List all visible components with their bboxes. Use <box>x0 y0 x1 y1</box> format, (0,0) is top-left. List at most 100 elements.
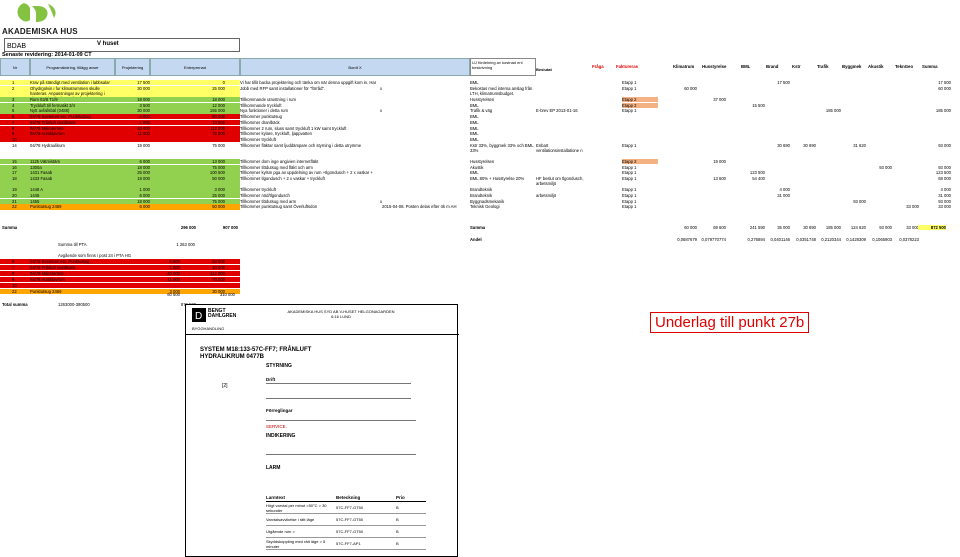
row-prog: 1455 <box>30 198 40 204</box>
doc-forreglingar-text <box>266 415 416 421</box>
row-prog: Nytt avfallsbäl (0488) <box>30 108 70 114</box>
row-note: Tillkommer punktutsug <box>240 114 282 120</box>
avgaende-item: 6 04/78 Svetsrum etc. Punktutsug 5 000 50 0… <box>0 259 960 265</box>
row-dec <box>536 199 592 204</box>
summa-val-2: 241 590 <box>749 225 765 230</box>
header-prog: Programändring, tillägg avser <box>30 58 115 76</box>
pta-label: Summa till PTA <box>58 242 87 247</box>
row-left-bg <box>0 131 240 137</box>
row-entr: 13 000 <box>212 158 225 164</box>
row-val-7: 93 000 <box>879 164 892 170</box>
row-sum: 60 000 <box>938 85 951 91</box>
row-nr: 10 <box>12 136 17 142</box>
total-label: Total summa <box>2 302 28 307</box>
row-prog: Tryckluft till fermatikt 3/4 <box>30 102 75 108</box>
row-prog: 1433 Fasab <box>30 176 53 181</box>
row-val-3: 4 000 <box>779 187 790 193</box>
avg-nr: 10 <box>12 283 17 288</box>
avg-sub-a: 60 500 <box>167 292 180 297</box>
row-dec2 <box>382 114 472 119</box>
table-row: 14 04/78 Hydraulikum 19 000 75 000 Tillkomme… <box>0 143 960 159</box>
row-note: Tillkommer tlgondusch + 2 x vaskar + try… <box>240 176 325 181</box>
unit-label: BDAB <box>7 43 27 50</box>
row-nr: 6 <box>12 114 15 120</box>
row-entr <box>150 137 225 142</box>
pta-row: Summa till PTA 1 263 000 <box>0 242 960 247</box>
andel-val-5: 0,2120344 <box>821 237 841 242</box>
row-uj: Kstr 33%, byggmek 33% och BML 33% <box>470 142 534 153</box>
header-proj: Projektering <box>115 58 150 76</box>
header-col-8: TeknGeo <box>895 64 914 69</box>
row-dec <box>536 114 592 119</box>
larm-cell: Utgående rum > <box>266 529 295 534</box>
row-proj: 17 500 <box>137 80 150 85</box>
row-prog: Krav på ständigt med ventilation i labbs… <box>30 80 110 85</box>
row-proj: 18 000 <box>137 97 150 102</box>
row-note: Tillkommer dranlbäck <box>240 119 280 125</box>
row-dec <box>536 120 592 125</box>
header-col-3: Brand <box>766 64 779 69</box>
avg-prog: 04/78 Mikrotermiö <box>30 271 64 276</box>
row-nr: 9 <box>12 131 15 137</box>
header-col-9: Summa <box>922 64 938 69</box>
avg-prog: 04/78 Svetsrum etc. Punktutsug <box>30 259 90 264</box>
larm-header-cell: Prio <box>396 495 405 500</box>
row-dec: arbetsmiljö <box>536 193 557 198</box>
andel-val-8: 0,0378223 <box>899 237 919 242</box>
avgaende-item: 8 04/78 Mikrotermiö 40 000 112 000 <box>0 271 960 277</box>
table-row: 6 04/78 Svetsrum etc. Punktlutbug 5 000 50 … <box>0 114 960 120</box>
avg-nr: 7 <box>12 265 15 270</box>
avg-b: 30 000 <box>212 289 225 294</box>
row-nr: 18 <box>12 176 17 181</box>
larm-cell: 57C-FF7-GT50 <box>336 517 364 522</box>
row-left-bg <box>0 271 240 277</box>
header-col-7: Akustik <box>868 64 884 69</box>
row-uj: BML <box>470 131 479 137</box>
avg-prog <box>30 283 115 288</box>
row-prog: 04/78 Frånluft vaxtlikoris <box>30 119 76 125</box>
row-val-3: 31 000 <box>777 193 790 198</box>
summa-val-1: 69 600 <box>713 225 726 230</box>
table-row: 21 1455 18 000 75 000 Tillkommer tlödutsug m… <box>0 198 960 205</box>
row-etapp <box>622 131 658 136</box>
row-proj: 6 000 <box>139 204 150 210</box>
summa-label-2: Summa <box>470 225 486 230</box>
larm-cell: B <box>396 517 399 522</box>
row-left-bg <box>0 193 240 199</box>
row-dec <box>536 97 592 102</box>
summa-val-9: 872 500 <box>918 225 946 231</box>
row-etapp: Etapp 1 <box>622 204 637 210</box>
row-entr: 75 000 <box>212 164 225 170</box>
larm-cell: B <box>396 505 399 510</box>
andel-val-2: 0,276894 <box>747 237 765 242</box>
andel-val-6: 0,1428309 <box>846 237 866 242</box>
row-proj: 1 000 <box>139 119 150 125</box>
larm-table-header: Larmtext Beteckning Prio <box>266 495 426 502</box>
doc-project: AKADEMISKA HUS SYD AB V-HUSET HELGONAGAR… <box>287 309 395 319</box>
row-val-0: 60 000 <box>684 85 697 91</box>
table-row: 20 1445 6 000 25 000 Tillkommer nöd/tlgondus… <box>0 193 960 199</box>
larm-table: Larmtext Beteckning Prio Högt varvtal per m… <box>266 495 426 550</box>
row-uj: BML <box>470 125 479 131</box>
header-col-0: Klimatrum <box>673 64 695 69</box>
avgaende-item: 22 Punktutsug 2469 3 000 30 000 <box>0 289 960 295</box>
row-etapp <box>622 137 658 142</box>
avg-b <box>190 283 225 288</box>
row-uj: BML 80% + Husstyrelse 20% <box>470 176 525 181</box>
table-row: 8 04/78 Mikrotermiö 40 000 112 000 Tillkomme… <box>0 125 960 131</box>
doc-forreglingar: Förreglingar <box>266 408 293 413</box>
row-note: Tillkommer tlödutsug med arm <box>240 198 297 204</box>
row-left-bg <box>0 85 240 97</box>
row-etapp: Etapp 1 <box>622 80 637 85</box>
summa-val-5: 185 000 <box>825 225 841 230</box>
row-sum: 185 000 <box>935 108 951 114</box>
row-etapp: Etapp 1 <box>622 198 637 204</box>
row-etapp: Etapp 2 <box>622 158 658 165</box>
header-col-6: Byggmek <box>842 64 862 69</box>
row-entr: 112 000 <box>210 125 225 131</box>
row-left-bg <box>0 102 240 109</box>
row-proj: 30 000 <box>137 85 150 91</box>
row-dec <box>536 170 592 175</box>
row-left-bg <box>0 187 240 193</box>
row-dec <box>536 131 592 136</box>
